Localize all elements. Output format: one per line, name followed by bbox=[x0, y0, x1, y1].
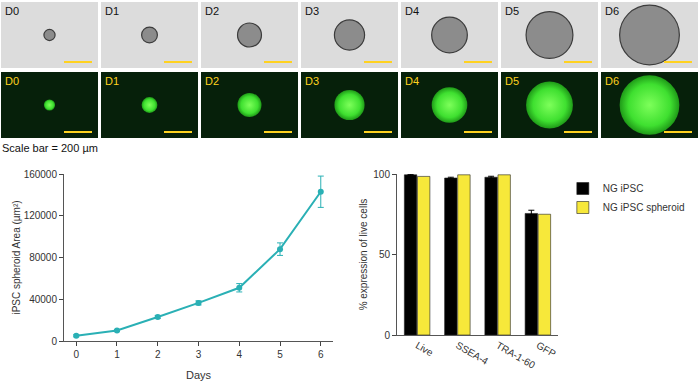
svg-text:D5: D5 bbox=[505, 75, 519, 87]
svg-text:D4: D4 bbox=[405, 5, 419, 17]
svg-text:D1: D1 bbox=[105, 5, 119, 17]
svg-text:100: 100 bbox=[373, 169, 390, 180]
svg-text:D6: D6 bbox=[605, 5, 619, 17]
svg-text:NG iPSC: NG iPSC bbox=[603, 183, 644, 194]
svg-text:160000: 160000 bbox=[24, 169, 58, 180]
svg-text:3: 3 bbox=[196, 349, 202, 360]
svg-text:80000: 80000 bbox=[29, 252, 57, 263]
svg-text:Days: Days bbox=[186, 369, 212, 381]
svg-text:0: 0 bbox=[384, 330, 390, 341]
svg-text:SSEA-4: SSEA-4 bbox=[454, 340, 491, 368]
svg-text:Live: Live bbox=[414, 340, 436, 359]
svg-text:D6: D6 bbox=[605, 75, 619, 87]
svg-text:D5: D5 bbox=[505, 5, 519, 17]
svg-text:4: 4 bbox=[236, 349, 242, 360]
svg-text:NG iPSC spheroid: NG iPSC spheroid bbox=[603, 202, 685, 213]
svg-text:1: 1 bbox=[114, 349, 120, 360]
svg-text:5: 5 bbox=[277, 349, 283, 360]
svg-text:6: 6 bbox=[318, 349, 324, 360]
svg-text:D0: D0 bbox=[5, 5, 19, 17]
svg-text:Scale bar = 200 µm: Scale bar = 200 µm bbox=[2, 142, 98, 154]
svg-text:D3: D3 bbox=[305, 5, 319, 17]
svg-text:2: 2 bbox=[155, 349, 161, 360]
svg-text:GFP: GFP bbox=[534, 340, 558, 360]
svg-text:% expression of live cells: % expression of live cells bbox=[358, 199, 369, 311]
svg-text:D2: D2 bbox=[205, 75, 219, 87]
svg-text:iPSC spheroid Area (µm²): iPSC spheroid Area (µm²) bbox=[11, 200, 22, 314]
svg-text:0: 0 bbox=[73, 349, 79, 360]
svg-text:D1: D1 bbox=[105, 75, 119, 87]
svg-text:50: 50 bbox=[379, 249, 391, 260]
svg-text:120000: 120000 bbox=[24, 210, 58, 221]
svg-text:D4: D4 bbox=[405, 75, 419, 87]
svg-text:40000: 40000 bbox=[29, 294, 57, 305]
svg-text:D0: D0 bbox=[5, 75, 19, 87]
svg-text:0: 0 bbox=[51, 336, 57, 347]
svg-text:TRA-1-60: TRA-1-60 bbox=[494, 340, 537, 371]
svg-text:D2: D2 bbox=[205, 5, 219, 17]
svg-text:D3: D3 bbox=[305, 75, 319, 87]
